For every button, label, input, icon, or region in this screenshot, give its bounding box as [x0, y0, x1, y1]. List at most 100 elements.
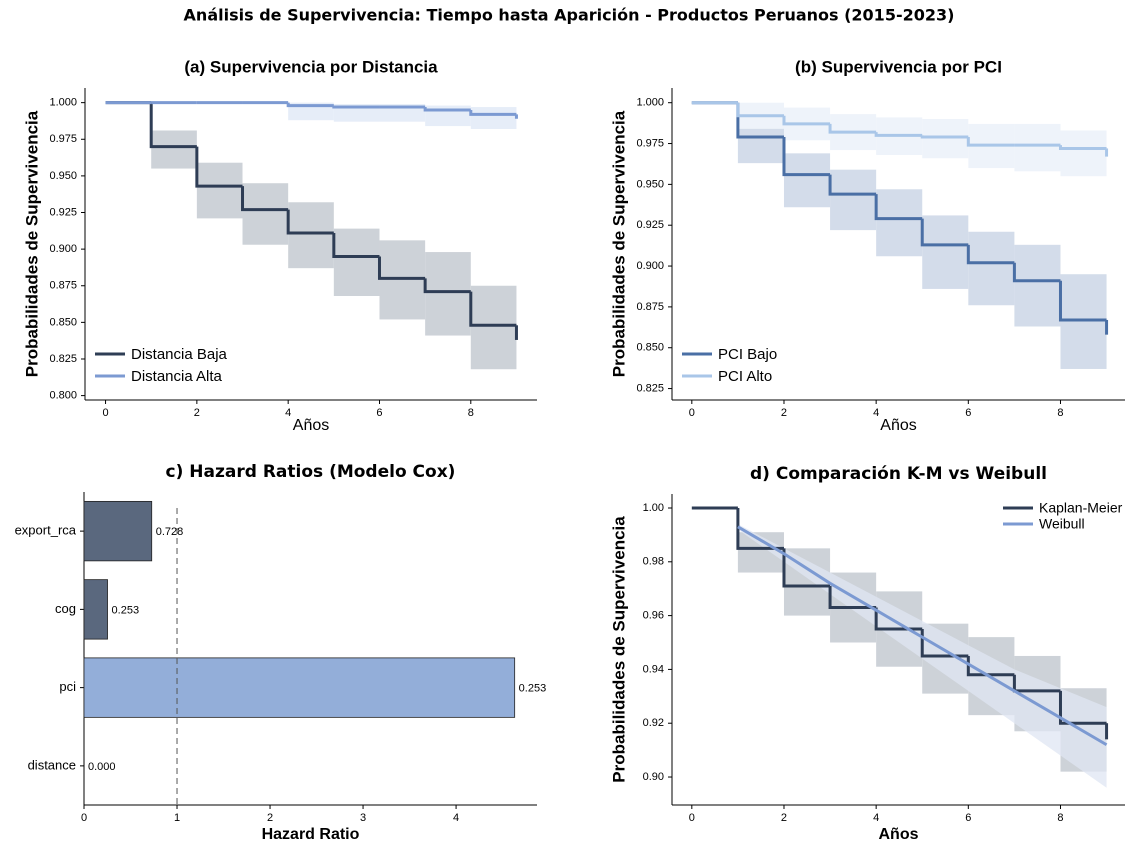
survival-step	[332, 105, 380, 109]
y-tick-label: 0.925	[49, 206, 77, 218]
chart-title: d) Comparación K-M vs Weibull	[750, 464, 1047, 484]
x-axis-label: Años	[293, 417, 329, 434]
x-tick-label: 0	[81, 812, 87, 824]
y-tick-label: pci	[59, 679, 76, 694]
confidence-band	[876, 189, 923, 257]
survival-step	[195, 146, 243, 188]
figure-title: Análisis de Supervivencia: Tiempo hasta …	[184, 6, 955, 25]
confidence-band	[922, 215, 969, 289]
survival-step	[469, 109, 517, 116]
y-tick-label: distance	[28, 757, 76, 772]
x-axis-label: Hazard Ratio	[262, 826, 360, 843]
y-tick-label: 1.00	[643, 502, 664, 514]
x-tick-label: 1	[174, 812, 180, 824]
y-tick-label: 1.000	[636, 97, 664, 109]
x-tick-label: 2	[267, 812, 273, 824]
y-tick-label: 0.975	[49, 133, 77, 145]
x-tick-label: 0	[102, 407, 108, 419]
y-tick-label: 0.875	[49, 280, 77, 292]
survival-line	[737, 525, 1108, 747]
survival-step	[423, 107, 471, 112]
survival-step	[736, 507, 784, 550]
survival-step	[241, 186, 289, 212]
survival-step	[469, 291, 517, 327]
y-tick-label: 0.950	[49, 170, 77, 182]
x-tick-label: 4	[873, 812, 879, 824]
y-axis-label: Probabilidades de Supervivencia	[22, 110, 41, 377]
x-tick-label: 2	[781, 812, 787, 824]
value-label: 0.728	[156, 526, 184, 538]
survival-step	[874, 132, 923, 137]
survival-step	[1012, 262, 1061, 283]
confidence-band	[470, 285, 517, 370]
x-tick-label: 4	[285, 407, 291, 419]
confidence-band	[470, 107, 517, 130]
legend-label: Weibull	[1039, 516, 1085, 532]
x-axis-label: Años	[880, 417, 916, 434]
y-tick-label: 0.975	[636, 137, 664, 149]
survival-step	[1058, 145, 1107, 150]
legend-label: Distancia Alta	[131, 368, 223, 385]
survival-step	[782, 548, 831, 588]
x-tick-label: 4	[873, 407, 879, 419]
survival-step	[423, 278, 471, 294]
x-tick-label: 6	[376, 407, 382, 419]
survival-step	[149, 102, 197, 149]
y-tick-label: 0.900	[636, 260, 664, 272]
confidence-band	[333, 228, 380, 296]
legend-label: Distancia Baja	[131, 346, 228, 363]
survival-step	[286, 209, 334, 235]
y-axis-label: Probabilidades de Supervivencia	[609, 516, 628, 783]
x-tick-label: 6	[965, 407, 971, 419]
survival-step	[828, 174, 877, 196]
survival-step	[782, 137, 831, 177]
survival-step	[828, 586, 877, 610]
y-tick-label: 0.900	[49, 243, 77, 255]
confidence-band	[830, 169, 877, 231]
y-tick-label: cog	[55, 601, 76, 616]
survival-step	[377, 256, 426, 280]
confidence-band	[425, 252, 471, 336]
survival-step	[966, 244, 1015, 265]
survival-step	[1058, 280, 1107, 322]
y-tick-label: 0.950	[636, 178, 664, 190]
survival-step	[1058, 690, 1107, 725]
confidence-band	[1060, 688, 1107, 788]
y-tick-label: export_rca	[15, 523, 77, 538]
confidence-band	[151, 130, 197, 169]
survival-step	[828, 123, 877, 134]
survival-step	[286, 102, 334, 108]
confidence-band	[1014, 244, 1061, 327]
x-tick-label: 8	[1057, 812, 1063, 824]
y-tick-label: 0.825	[636, 382, 664, 394]
confidence-band	[242, 183, 289, 245]
survival-step	[782, 115, 831, 126]
survival-step	[736, 102, 784, 118]
y-tick-label: 0.825	[49, 353, 77, 365]
confidence-band	[1060, 274, 1107, 369]
y-tick-label: 0.925	[636, 219, 664, 231]
x-tick-label: 0	[689, 407, 695, 419]
confidence-band	[1014, 123, 1061, 172]
confidence-band	[783, 153, 831, 208]
y-tick-label: 0.850	[636, 342, 664, 354]
x-tick-label: 2	[781, 407, 787, 419]
survival-step	[874, 194, 923, 221]
confidence-band	[196, 162, 243, 219]
chart-title: (a) Supervivencia por Distancia	[184, 57, 438, 76]
confidence-band	[922, 119, 969, 159]
x-axis-label: Años	[879, 826, 919, 843]
confidence-band	[288, 202, 334, 269]
x-tick-label: 0	[689, 812, 695, 824]
bar	[83, 579, 108, 640]
y-tick-label: 0.96	[643, 610, 664, 622]
value-label: 0.253	[112, 604, 140, 616]
value-label: 0.253	[519, 683, 547, 695]
y-tick-label: 0.875	[636, 301, 664, 313]
chart-title: (b) Supervivencia por PCI	[795, 57, 1002, 76]
survival-step	[966, 655, 1015, 677]
y-tick-label: 1.000	[49, 97, 77, 109]
confidence-band	[968, 645, 1015, 724]
